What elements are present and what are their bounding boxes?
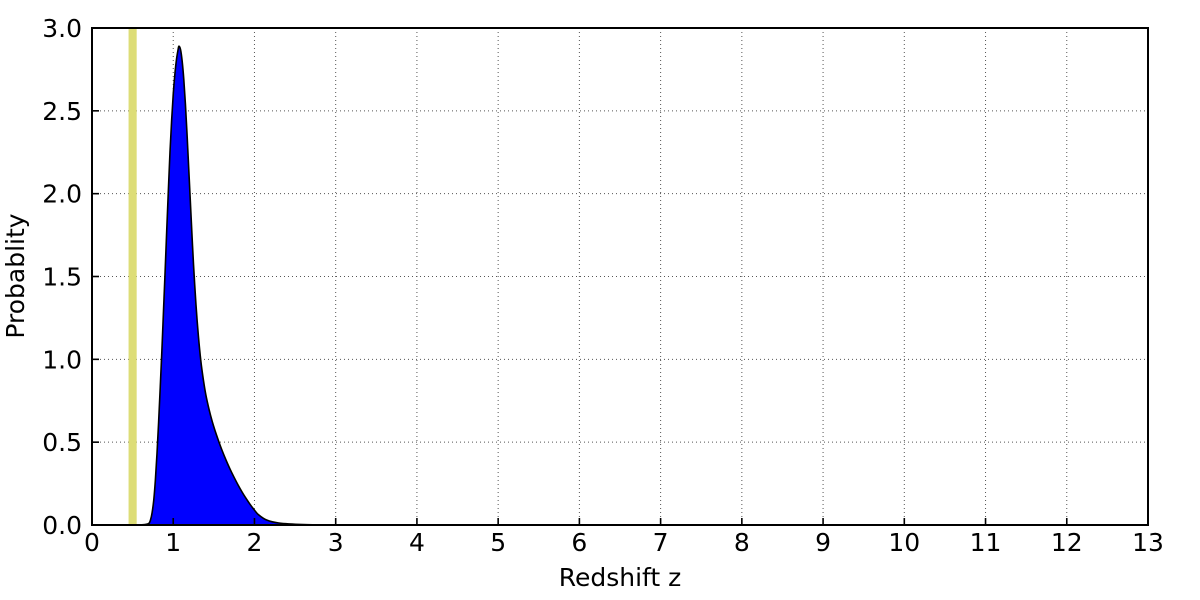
y-tick-label: 0.0 (42, 511, 82, 540)
x-tick-label: 9 (815, 528, 831, 557)
x-axis-title: Redshift z (559, 563, 682, 592)
x-tick-label: 11 (970, 528, 1002, 557)
y-tick-label: 2.5 (42, 97, 82, 126)
y-axis-title: Probablity (1, 213, 30, 338)
y-axis-ticks: 0.0 0.5 1.0 1.5 2.0 2.5 3.0 (42, 14, 99, 540)
y-tick-label: 1.5 (42, 263, 82, 292)
x-tick-label: 12 (1051, 528, 1083, 557)
pdf-area-fill (92, 46, 1148, 525)
x-tick-label: 8 (734, 528, 750, 557)
x-tick-label: 5 (490, 528, 506, 557)
x-axis-ticks: 0 1 2 3 4 5 6 7 8 9 10 11 12 13 (84, 518, 1164, 557)
x-tick-label: 3 (328, 528, 344, 557)
x-tick-label: 0 (84, 528, 100, 557)
spectroscopic-redshift-marker (128, 28, 137, 525)
x-tick-label: 13 (1132, 528, 1164, 557)
y-tick-label: 0.5 (42, 428, 82, 457)
pdf-area-series (92, 45, 1148, 525)
pdf-outline (92, 45, 1148, 525)
x-tick-label: 2 (247, 528, 263, 557)
y-tick-label: 2.0 (42, 180, 82, 209)
y-tick-label: 3.0 (42, 14, 82, 43)
x-tick-label: 4 (409, 528, 425, 557)
x-tick-label: 1 (165, 528, 181, 557)
x-tick-label: 10 (888, 528, 920, 557)
spectroscopic-redshift-marker (128, 28, 137, 525)
x-tick-label: 6 (571, 528, 587, 557)
y-tick-label: 1.0 (42, 345, 82, 374)
x-tick-label: 7 (653, 528, 669, 557)
